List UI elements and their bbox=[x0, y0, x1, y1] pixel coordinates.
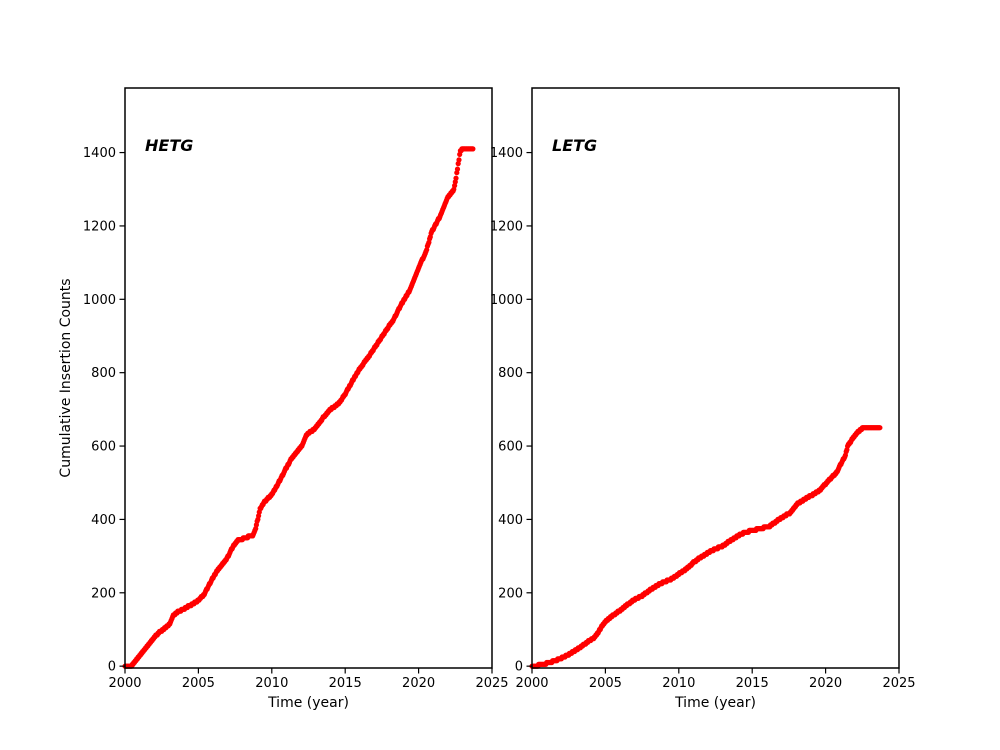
y-tick-label: 800 bbox=[91, 366, 116, 381]
axes-box bbox=[124, 87, 493, 669]
x-tick-label: 2000 bbox=[108, 676, 141, 691]
y-tick-label: 1200 bbox=[83, 219, 116, 234]
y-tick-label: 1200 bbox=[490, 219, 523, 234]
y-tick-label: 1000 bbox=[490, 293, 523, 308]
y-tick-label: 800 bbox=[498, 366, 523, 381]
y-tick-label: 0 bbox=[108, 660, 116, 675]
y-tick-label: 0 bbox=[515, 660, 523, 675]
x-tick-label: 2020 bbox=[809, 676, 842, 691]
x-tick-label: 2025 bbox=[882, 676, 915, 691]
y-tick-label: 1400 bbox=[83, 146, 116, 161]
x-tick-label: 2000 bbox=[515, 676, 548, 691]
y-tick-label: 200 bbox=[498, 586, 523, 601]
axes-box bbox=[531, 87, 900, 669]
x-axis-label: Time (year) bbox=[267, 695, 349, 711]
y-tick-label: 400 bbox=[498, 513, 523, 528]
hetg-series-dots bbox=[122, 146, 476, 669]
x-tick-label: 2015 bbox=[329, 676, 362, 691]
x-axis-label: Time (year) bbox=[674, 695, 756, 711]
x-tick-label: 2020 bbox=[402, 676, 435, 691]
letg-panel: 2000 2005 2010 2015 2020 2025 0 200 400 600 800 100… bbox=[490, 87, 916, 711]
y-tick-label: 400 bbox=[91, 513, 116, 528]
x-tick-label: 2025 bbox=[475, 676, 508, 691]
hetg-panel: 2000 2005 2010 2015 2020 2025 0 200 400 600 800 100… bbox=[58, 87, 509, 711]
hetg-annotation: HETG bbox=[145, 136, 193, 155]
x-tick-label: 2005 bbox=[182, 676, 215, 691]
x-tick-label: 2005 bbox=[589, 676, 622, 691]
x-tick-label: 2015 bbox=[736, 676, 769, 691]
letg-series-dots bbox=[529, 425, 883, 669]
y-tick-label: 1400 bbox=[490, 146, 523, 161]
y-tick-label: 200 bbox=[91, 586, 116, 601]
y-axis-label: Cumulative Insertion Counts bbox=[58, 278, 74, 477]
letg-annotation: LETG bbox=[552, 136, 597, 155]
y-tick-label: 1000 bbox=[83, 293, 116, 308]
y-tick-label: 600 bbox=[91, 440, 116, 455]
y-tick-label: 600 bbox=[498, 440, 523, 455]
x-tick-label: 2010 bbox=[255, 676, 288, 691]
x-tick-label: 2010 bbox=[662, 676, 695, 691]
